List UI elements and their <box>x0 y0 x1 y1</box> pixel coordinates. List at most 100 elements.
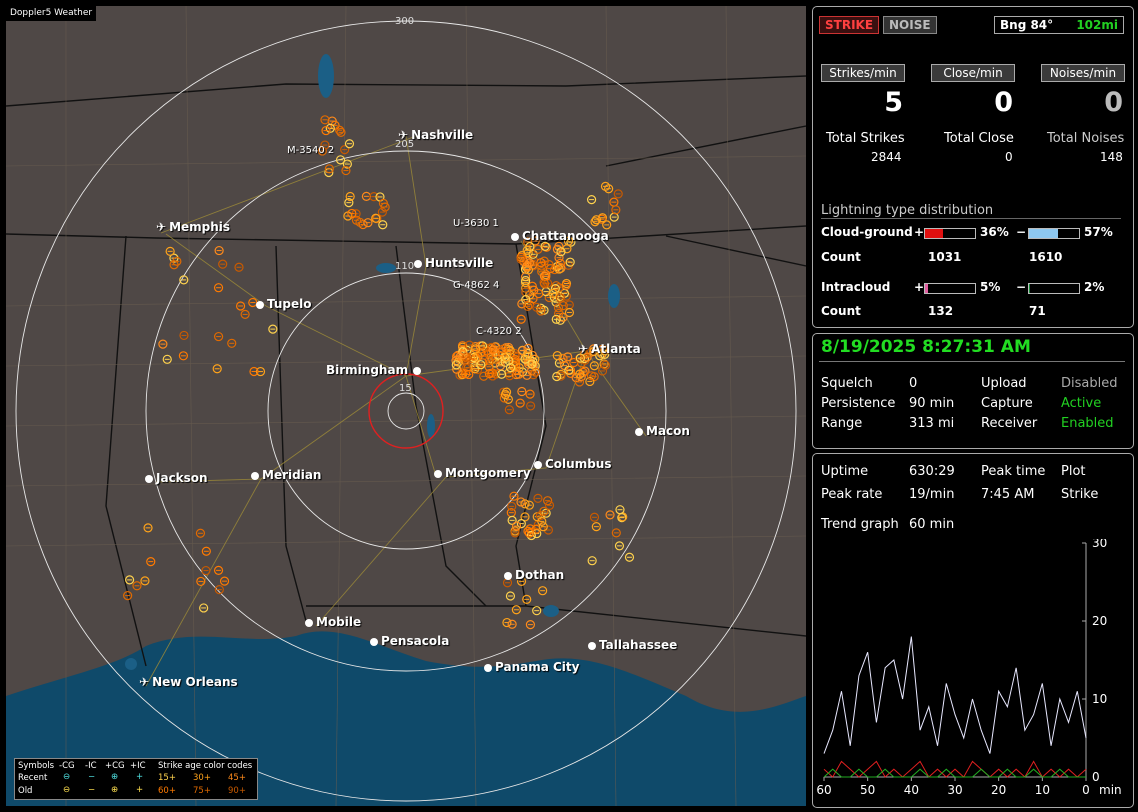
strike-marker <box>214 245 224 256</box>
y-tick-label: 0 <box>1092 770 1100 784</box>
city-name: Montgomery <box>445 466 531 480</box>
strike-marker <box>521 295 531 305</box>
strike-marker <box>510 528 520 538</box>
city-tupelo[interactable]: Tupelo <box>256 297 312 311</box>
storm-label[interactable]: C-4320 2 <box>476 326 522 337</box>
strike-marker <box>564 365 574 375</box>
strike-marker <box>564 307 575 318</box>
city-dot-icon <box>434 470 442 478</box>
city-birmingham[interactable]: Birmingham <box>326 363 424 377</box>
city-macon[interactable]: Macon <box>635 424 690 438</box>
strike-marker <box>600 346 610 356</box>
x-tick-label: 0 <box>1082 783 1090 797</box>
x-tick-label: 30 <box>947 783 962 797</box>
city-atlanta[interactable]: ✈ Atlanta <box>578 342 641 356</box>
strike-marker <box>555 315 565 325</box>
range-rings <box>15 20 797 802</box>
current-datetime: 8/19/2025 8:27:31 AM <box>821 337 1031 357</box>
strike-marker <box>461 363 471 373</box>
strike-marker <box>553 303 564 313</box>
strike-marker <box>511 369 521 380</box>
storm-label[interactable]: M-3540 2 <box>287 145 335 156</box>
close-per-min-label: Close/min <box>931 64 1015 82</box>
strike-marker <box>363 218 373 228</box>
ic-minus-count: 71 <box>1029 304 1046 318</box>
strike-marker <box>496 347 507 357</box>
strike-marker <box>523 301 533 311</box>
cg-minus-sign: − <box>1016 225 1027 239</box>
ic-minus-bar <box>1028 283 1080 294</box>
strike-marker <box>511 605 521 615</box>
city-panama-city[interactable]: Panama City <box>484 660 579 674</box>
strike-marker <box>586 371 597 381</box>
strike-marker <box>516 254 526 264</box>
ic-plus-pct: 5% <box>980 280 1001 294</box>
strike-marker <box>552 371 562 382</box>
strike-marker <box>501 352 512 362</box>
city-new-orleans[interactable]: ✈ New Orleans <box>139 675 238 689</box>
strike-marker <box>522 351 532 361</box>
strike-marker <box>561 280 571 290</box>
strike-marker <box>132 581 142 591</box>
strike-marker <box>471 344 481 354</box>
strike-marker <box>543 496 553 506</box>
age-code: 90+ <box>228 786 246 796</box>
cg-minus-bar <box>1028 228 1080 239</box>
strike-marker <box>169 253 179 263</box>
strike-marker <box>516 576 527 586</box>
lightning-map[interactable]: Doppler5 Weather 300 205 110 15 M-3540 2… <box>6 6 806 806</box>
strike-marker <box>538 522 548 532</box>
trend-graph-label: Trend graph <box>821 517 899 532</box>
capture-label: Capture <box>981 396 1033 411</box>
strike-marker <box>213 565 224 575</box>
strike-marker <box>507 515 517 525</box>
strike-marker <box>511 521 522 531</box>
cg-minus-count: 1610 <box>1029 250 1063 264</box>
storm-label[interactable]: G-4862 4 <box>453 280 500 291</box>
strike-stats-panel: STRIKE NOISE Bng 84° 102mi Strikes/min C… <box>812 6 1134 328</box>
peak-time-value: 7:45 AM <box>981 487 1035 502</box>
ic-plus-icon: + <box>136 772 144 782</box>
city-columbus[interactable]: Columbus <box>534 457 612 471</box>
city-dot-icon <box>414 260 422 268</box>
legend-symbols-label: Symbols <box>18 761 55 771</box>
city-meridian[interactable]: Meridian <box>251 468 321 482</box>
strike-marker <box>516 497 526 507</box>
trend-panel: Uptime 630:29 Peak time Plot Peak rate 1… <box>812 453 1134 808</box>
city-montgomery[interactable]: Montgomery <box>434 466 531 480</box>
strike-marker <box>340 145 350 155</box>
y-tick-label: 20 <box>1092 614 1107 628</box>
city-mobile[interactable]: Mobile <box>305 615 361 629</box>
roads <box>145 135 647 687</box>
city-chattanooga[interactable]: Chattanooga <box>511 229 609 243</box>
ic-minus-icon: − <box>88 785 96 795</box>
legend-age-label: Strike age color codes <box>158 761 253 771</box>
legend-header: +IC <box>130 761 146 771</box>
x-tick-label: 40 <box>904 783 919 797</box>
strike-marker <box>589 361 599 371</box>
strike-marker <box>509 491 519 501</box>
city-huntsville[interactable]: Huntsville <box>414 256 493 270</box>
total-noises-label: Total Noises <box>1047 131 1125 146</box>
storm-label[interactable]: U-3630 1 <box>453 218 499 229</box>
ic-plus-bar <box>924 283 976 294</box>
strike-marker <box>341 165 351 176</box>
strike-marker <box>558 354 568 364</box>
total-strikes-value: 2844 <box>871 150 902 164</box>
strike-marker <box>549 264 560 275</box>
city-pensacola[interactable]: Pensacola <box>370 634 449 648</box>
strike-marker <box>563 352 573 362</box>
strike-marker <box>589 512 600 522</box>
city-jackson[interactable]: Jackson <box>145 471 208 485</box>
y-tick-label: 10 <box>1092 692 1107 706</box>
city-tallahassee[interactable]: Tallahassee <box>588 638 677 652</box>
city-dothan[interactable]: Dothan <box>504 568 564 582</box>
city-memphis[interactable]: ✈ Memphis <box>156 220 230 234</box>
city-nashville[interactable]: ✈ Nashville <box>398 128 473 142</box>
ic-plus-count: 132 <box>928 304 954 318</box>
strike-marker <box>219 576 230 586</box>
strike-marker <box>526 530 536 541</box>
strike-marker <box>530 367 541 377</box>
bearing-value: Bng 84° <box>1000 18 1054 32</box>
strike-marker <box>613 189 623 199</box>
